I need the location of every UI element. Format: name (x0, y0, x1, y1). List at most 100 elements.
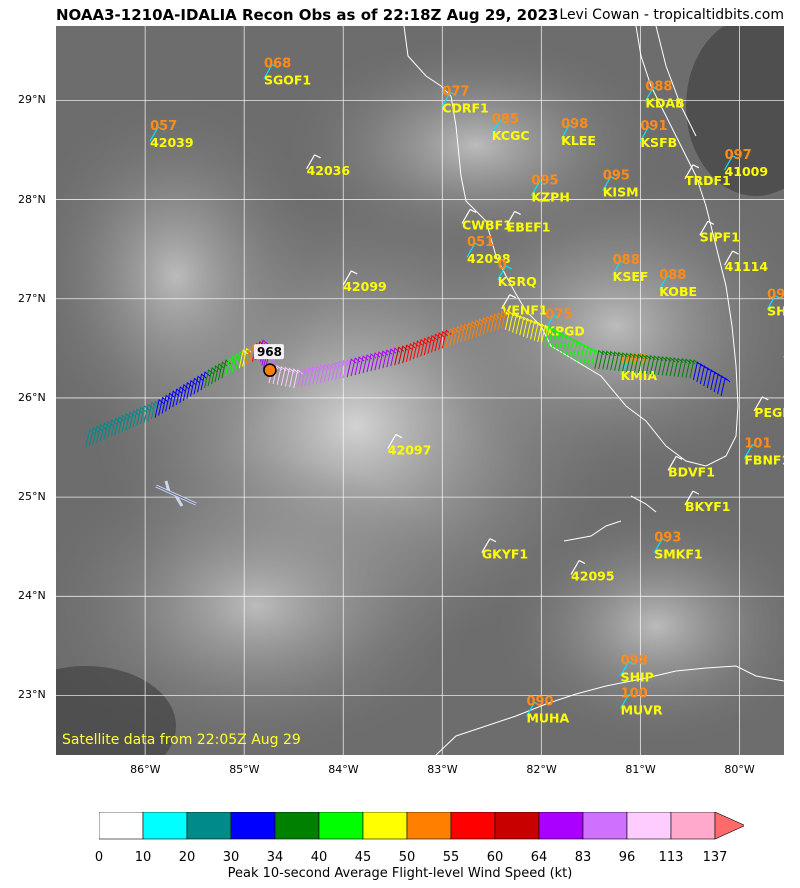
station-id: MUHA (526, 710, 569, 725)
station-value: 088 (645, 79, 672, 94)
station-id: GKYF1 (482, 547, 528, 562)
flight-wind-barb (238, 349, 249, 369)
station-value: 077 (442, 84, 469, 99)
station-id: TRDF1 (685, 173, 731, 188)
station-wind-barb (506, 210, 521, 226)
flight-wind-barb (427, 334, 438, 354)
station-wind-barb (501, 294, 516, 310)
station-marker: 42095 (570, 559, 615, 584)
flight-wind-barb (158, 396, 168, 416)
station-wind-barb (306, 154, 321, 170)
station-wind-barb (387, 434, 403, 449)
lon-tick-label: 86°W (130, 763, 161, 776)
flight-wind-barb (204, 369, 214, 389)
flight-wind-barb (423, 336, 434, 356)
lon-tick-label: 85°W (229, 763, 260, 776)
flight-wind-barb (92, 425, 103, 445)
lat-tick-label: 26°N (18, 390, 46, 404)
colorbar-label: Peak 10-second Average Flight-level Wind… (227, 866, 573, 881)
station-marker: 42099 (342, 270, 387, 294)
station-wind-barb (724, 155, 739, 171)
station-marker: SIPF1 (699, 220, 740, 244)
colorbar-segment (670, 812, 716, 840)
flight-wind-barb (172, 388, 183, 408)
wind-speed-colorbar (99, 812, 744, 840)
flight-wind-barb (136, 406, 147, 426)
station-value: 057 (150, 119, 177, 134)
station-value: 085 (492, 112, 519, 127)
station-marker: CWBF1 (461, 208, 512, 232)
flight-wind-barb (129, 409, 139, 429)
station-id: KZPH (531, 190, 569, 205)
station-wind-barb (560, 124, 576, 140)
colorbar-segment (538, 812, 584, 840)
station-wind-barb (263, 64, 279, 79)
station-wind-barb (653, 538, 669, 554)
flight-wind-barb (132, 408, 143, 428)
station-value: 095 (531, 174, 558, 189)
station-wind-barb (149, 126, 165, 142)
station-wind-barb (441, 91, 457, 107)
station-wind-barb (724, 250, 739, 266)
flight-wind-barb (154, 398, 165, 418)
flight-wind-barb (186, 379, 197, 399)
station-marker: TRDF1 (684, 164, 731, 188)
station-wind-barb (644, 86, 660, 102)
station-id: CWBF1 (462, 217, 512, 232)
flight-wind-barb (161, 394, 172, 414)
flight-wind-barb (139, 405, 150, 425)
lat-lon-grid (56, 26, 784, 755)
station-id: KCGC (492, 128, 530, 143)
station-id: 42036 (307, 163, 351, 178)
colorbar-tick-label: 30 (222, 850, 240, 865)
station-marker: 41114 (724, 250, 768, 274)
station-id: SIPF1 (700, 229, 740, 244)
station-id: FBNF1 (744, 452, 784, 467)
station-wind-barb (525, 701, 541, 717)
flight-wind-barb (434, 332, 445, 352)
lat-tick-label: 23°N (18, 688, 46, 702)
colorbar-segment (318, 812, 364, 840)
flight-wind-barb (143, 403, 154, 423)
station-marker: 42097 (387, 434, 431, 458)
station-value: 088 (613, 253, 640, 268)
colorbar-tick-label: 10 (134, 850, 152, 865)
flight-wind-barb (221, 359, 232, 379)
lon-tick-label: 80°W (724, 763, 755, 776)
station-wind-barb (570, 559, 586, 575)
station-wind-barb (461, 208, 477, 224)
lon-tick-label: 82°W (526, 763, 557, 776)
station-id: BDVF1 (668, 464, 715, 479)
station-id: SGOF1 (264, 73, 311, 88)
flight-wind-barb (99, 422, 110, 442)
station-wind-barb (620, 661, 635, 676)
flight-wind-barb (114, 416, 125, 436)
lat-tick-label: 29°N (18, 93, 46, 107)
flight-wind-barb (720, 377, 731, 397)
station-wind-barb (684, 164, 700, 180)
colorbar-tick-label: 60 (486, 850, 504, 865)
flight-wind-barb (214, 363, 225, 383)
flight-wind-barb (175, 386, 186, 406)
flight-wind-barb (189, 377, 200, 397)
flight-wind-barb (405, 342, 416, 362)
station-id: MUVR (621, 702, 663, 717)
station-value: 098 (621, 654, 648, 669)
recon-map[interactable]: 068 SGOF1 057 42039 42036 077 CDRF1 085 KCGC 098 K… (56, 26, 784, 755)
colorbar-tick-label: 113 (658, 850, 684, 865)
colorbar-tick-label: 96 (618, 850, 636, 865)
colorbar-segment (406, 812, 452, 840)
colorbar-segment (99, 812, 144, 840)
flight-wind-barb (217, 361, 228, 381)
colorbar-tick-label: 0 (94, 850, 104, 865)
station-wind-barb (544, 315, 560, 330)
station-wind-barb (639, 126, 655, 142)
flight-wind-barb (121, 412, 132, 432)
colorbar-tick-label: 64 (530, 850, 548, 865)
